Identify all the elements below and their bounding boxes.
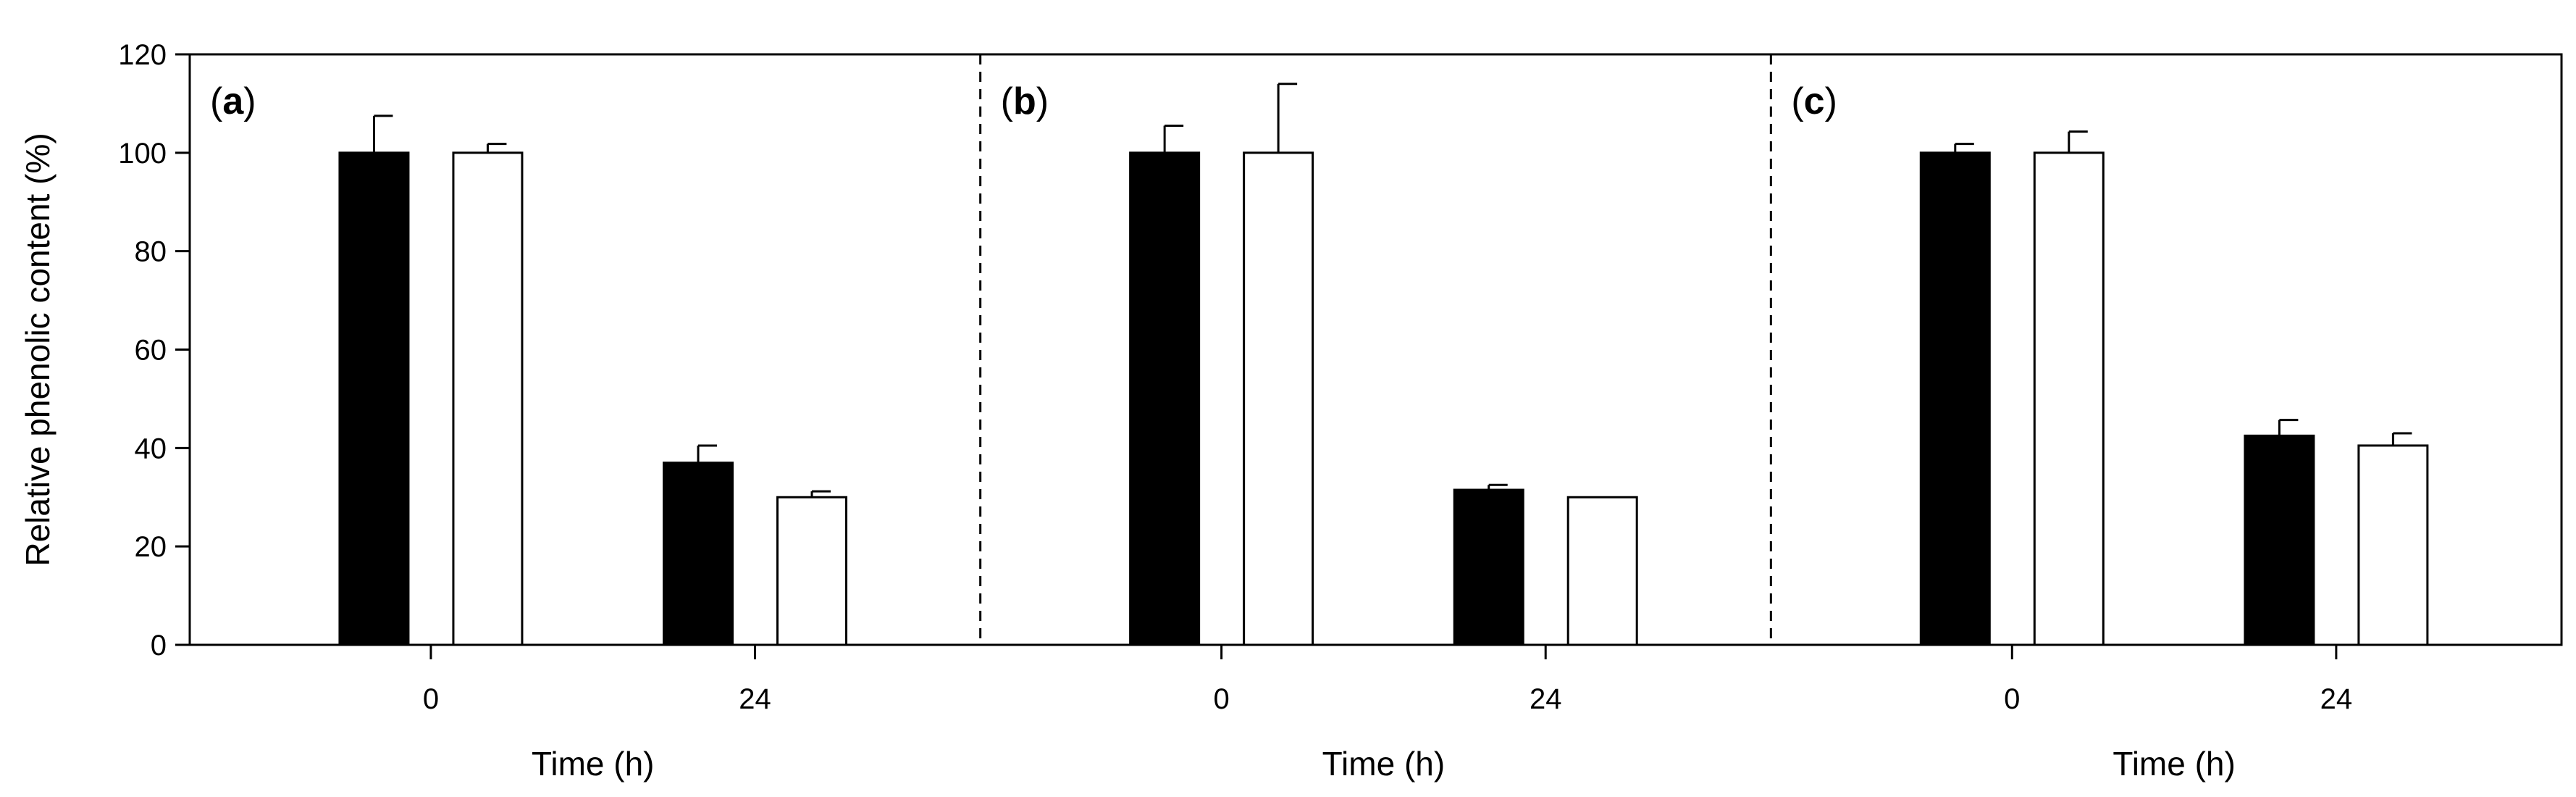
x-tick-label: 24 [1530,683,1562,715]
bar-panel-a-cat-24-series-2 [776,496,848,646]
x-tick-label: 24 [2320,683,2353,715]
plot-frame [188,53,2563,646]
y-tick-label: 20 [135,531,167,563]
bar-panel-c-cat-24-series-1 [2244,434,2315,646]
x-axis-title: Time (h) [1322,745,1446,783]
y-axis-title: Relative phenolic content (%) [19,133,56,566]
y-tick-label: 100 [118,138,167,170]
panel-label-a: (a) [210,80,256,122]
panel-label-b: (b) [1001,80,1049,122]
y-tick-label: 80 [135,236,167,268]
x-axis-title: Time (h) [532,745,655,783]
x-axis-title: Time (h) [2113,745,2236,783]
y-tick-label: 60 [135,335,167,367]
x-tick-label: 0 [1214,683,1230,715]
x-tick-label: 0 [423,683,439,715]
bar-panel-b-cat-24-series-1 [1453,488,1524,646]
bar-panel-c-cat-0-series-1 [1919,151,1991,646]
panel-label-c: (c) [1791,80,1837,122]
bar-panel-a-cat-0-series-2 [452,151,524,646]
y-tick-label: 40 [135,433,167,464]
bar-panel-a-cat-0-series-1 [338,151,410,646]
bar-panel-a-cat-24-series-1 [663,462,734,646]
bar-panel-c-cat-0-series-2 [2033,151,2105,646]
bar-panel-b-cat-0-series-2 [1243,151,1314,646]
x-tick-label: 0 [2004,683,2020,715]
bar-panel-c-cat-24-series-2 [2357,444,2429,646]
y-tick-label: 120 [118,39,167,71]
x-tick-label: 24 [739,683,771,715]
bar-panel-b-cat-24-series-2 [1566,496,1638,646]
bar-panel-b-cat-0-series-1 [1129,151,1201,646]
y-tick-label: 0 [151,630,167,662]
